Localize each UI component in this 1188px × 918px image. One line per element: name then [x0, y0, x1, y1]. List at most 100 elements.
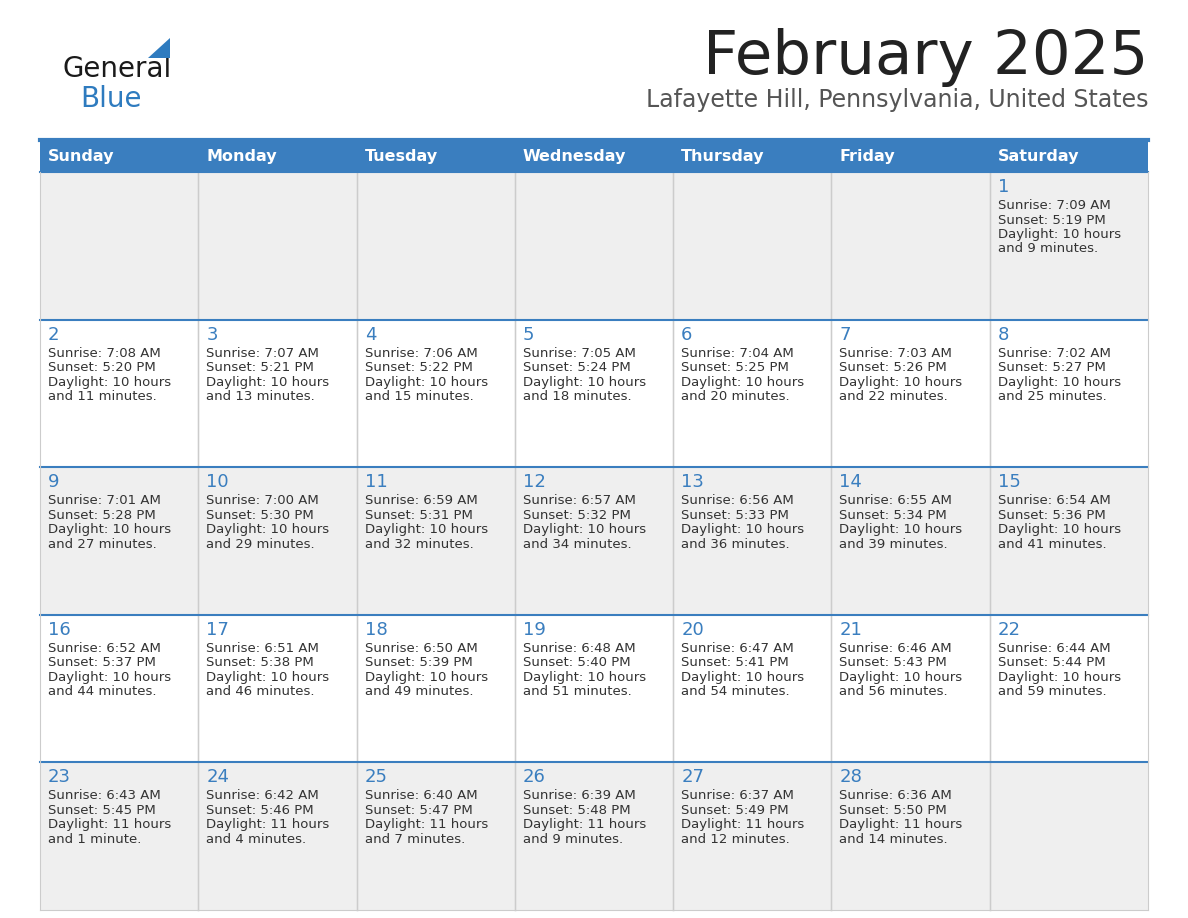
Text: and 36 minutes.: and 36 minutes. [681, 538, 790, 551]
Text: February 2025: February 2025 [702, 28, 1148, 87]
Text: Tuesday: Tuesday [365, 149, 437, 163]
Text: and 4 minutes.: and 4 minutes. [207, 833, 307, 845]
Text: Daylight: 10 hours: Daylight: 10 hours [840, 671, 962, 684]
Text: 11: 11 [365, 473, 387, 491]
Text: and 12 minutes.: and 12 minutes. [681, 833, 790, 845]
Text: and 13 minutes.: and 13 minutes. [207, 390, 315, 403]
Text: Sunset: 5:30 PM: Sunset: 5:30 PM [207, 509, 314, 521]
Text: Daylight: 10 hours: Daylight: 10 hours [207, 671, 329, 684]
Text: Sunset: 5:33 PM: Sunset: 5:33 PM [681, 509, 789, 521]
Text: 20: 20 [681, 621, 704, 639]
Text: Blue: Blue [80, 85, 141, 113]
Text: Sunset: 5:31 PM: Sunset: 5:31 PM [365, 509, 473, 521]
Text: Daylight: 10 hours: Daylight: 10 hours [48, 523, 171, 536]
Text: Sunrise: 6:55 AM: Sunrise: 6:55 AM [840, 494, 953, 508]
Text: and 32 minutes.: and 32 minutes. [365, 538, 473, 551]
Text: and 51 minutes.: and 51 minutes. [523, 686, 632, 699]
Text: Sunset: 5:45 PM: Sunset: 5:45 PM [48, 804, 156, 817]
Text: and 25 minutes.: and 25 minutes. [998, 390, 1106, 403]
Text: Sunrise: 7:09 AM: Sunrise: 7:09 AM [998, 199, 1111, 212]
Text: Sunset: 5:38 PM: Sunset: 5:38 PM [207, 656, 314, 669]
Text: 25: 25 [365, 768, 387, 787]
Text: Sunrise: 7:01 AM: Sunrise: 7:01 AM [48, 494, 160, 508]
Text: 2: 2 [48, 326, 59, 343]
Bar [832, 140, 990, 172]
Text: Sunrise: 6:46 AM: Sunrise: 6:46 AM [840, 642, 952, 655]
Bar [40, 140, 198, 172]
Text: Daylight: 10 hours: Daylight: 10 hours [523, 375, 646, 388]
Text: and 7 minutes.: and 7 minutes. [365, 833, 465, 845]
Text: Daylight: 10 hours: Daylight: 10 hours [998, 671, 1120, 684]
Text: Sunrise: 6:54 AM: Sunrise: 6:54 AM [998, 494, 1111, 508]
Text: Sunrise: 7:06 AM: Sunrise: 7:06 AM [365, 347, 478, 360]
Text: Daylight: 10 hours: Daylight: 10 hours [207, 523, 329, 536]
Text: Sunset: 5:21 PM: Sunset: 5:21 PM [207, 361, 314, 375]
Text: 10: 10 [207, 473, 229, 491]
Text: Saturday: Saturday [998, 149, 1079, 163]
Text: Sunset: 5:41 PM: Sunset: 5:41 PM [681, 656, 789, 669]
Text: Sunrise: 7:07 AM: Sunrise: 7:07 AM [207, 347, 320, 360]
Text: Daylight: 10 hours: Daylight: 10 hours [523, 671, 646, 684]
Bar [40, 763, 1148, 910]
Text: Sunset: 5:27 PM: Sunset: 5:27 PM [998, 361, 1106, 375]
Text: Daylight: 11 hours: Daylight: 11 hours [681, 819, 804, 832]
Text: Sunrise: 6:40 AM: Sunrise: 6:40 AM [365, 789, 478, 802]
Text: Sunrise: 6:48 AM: Sunrise: 6:48 AM [523, 642, 636, 655]
Bar [40, 467, 1148, 615]
Text: Sunset: 5:28 PM: Sunset: 5:28 PM [48, 509, 156, 521]
Text: Sunset: 5:37 PM: Sunset: 5:37 PM [48, 656, 156, 669]
Text: Sunrise: 6:37 AM: Sunrise: 6:37 AM [681, 789, 794, 802]
Bar [40, 615, 1148, 763]
Text: Sunrise: 6:59 AM: Sunrise: 6:59 AM [365, 494, 478, 508]
Text: Friday: Friday [840, 149, 895, 163]
Text: 23: 23 [48, 768, 71, 787]
Text: Daylight: 10 hours: Daylight: 10 hours [365, 375, 488, 388]
Text: Daylight: 10 hours: Daylight: 10 hours [365, 523, 488, 536]
Text: 24: 24 [207, 768, 229, 787]
Text: Sunset: 5:26 PM: Sunset: 5:26 PM [840, 361, 947, 375]
Text: Sunrise: 6:50 AM: Sunrise: 6:50 AM [365, 642, 478, 655]
Text: 26: 26 [523, 768, 545, 787]
Text: Daylight: 10 hours: Daylight: 10 hours [998, 228, 1120, 241]
Text: Sunday: Sunday [48, 149, 114, 163]
Text: Sunrise: 6:44 AM: Sunrise: 6:44 AM [998, 642, 1111, 655]
Text: Sunset: 5:50 PM: Sunset: 5:50 PM [840, 804, 947, 817]
Bar [40, 172, 1148, 319]
Text: General: General [62, 55, 171, 83]
Text: and 1 minute.: and 1 minute. [48, 833, 141, 845]
Text: Daylight: 10 hours: Daylight: 10 hours [840, 375, 962, 388]
Text: Daylight: 10 hours: Daylight: 10 hours [840, 523, 962, 536]
Text: 8: 8 [998, 326, 1009, 343]
Text: Sunset: 5:46 PM: Sunset: 5:46 PM [207, 804, 314, 817]
Polygon shape [148, 38, 170, 58]
Text: Daylight: 11 hours: Daylight: 11 hours [48, 819, 171, 832]
Text: Sunset: 5:22 PM: Sunset: 5:22 PM [365, 361, 473, 375]
Text: 16: 16 [48, 621, 71, 639]
Text: 3: 3 [207, 326, 217, 343]
Text: Sunset: 5:25 PM: Sunset: 5:25 PM [681, 361, 789, 375]
Text: Sunrise: 7:08 AM: Sunrise: 7:08 AM [48, 347, 160, 360]
Text: Sunrise: 7:00 AM: Sunrise: 7:00 AM [207, 494, 320, 508]
Bar [356, 140, 514, 172]
Text: and 59 minutes.: and 59 minutes. [998, 686, 1106, 699]
Text: and 14 minutes.: and 14 minutes. [840, 833, 948, 845]
Text: Sunset: 5:39 PM: Sunset: 5:39 PM [365, 656, 473, 669]
Text: Daylight: 10 hours: Daylight: 10 hours [681, 671, 804, 684]
Text: and 29 minutes.: and 29 minutes. [207, 538, 315, 551]
Text: Sunrise: 7:02 AM: Sunrise: 7:02 AM [998, 347, 1111, 360]
Text: Sunset: 5:40 PM: Sunset: 5:40 PM [523, 656, 631, 669]
Text: and 11 minutes.: and 11 minutes. [48, 390, 157, 403]
Text: 18: 18 [365, 621, 387, 639]
Text: and 20 minutes.: and 20 minutes. [681, 390, 790, 403]
Text: Daylight: 11 hours: Daylight: 11 hours [523, 819, 646, 832]
Text: Daylight: 10 hours: Daylight: 10 hours [48, 375, 171, 388]
Text: Daylight: 10 hours: Daylight: 10 hours [681, 375, 804, 388]
Text: Sunrise: 6:47 AM: Sunrise: 6:47 AM [681, 642, 794, 655]
Text: Sunset: 5:36 PM: Sunset: 5:36 PM [998, 509, 1106, 521]
Text: Sunrise: 6:56 AM: Sunrise: 6:56 AM [681, 494, 794, 508]
Text: and 27 minutes.: and 27 minutes. [48, 538, 157, 551]
Text: Daylight: 10 hours: Daylight: 10 hours [998, 375, 1120, 388]
Text: and 39 minutes.: and 39 minutes. [840, 538, 948, 551]
Text: 5: 5 [523, 326, 535, 343]
Text: Sunrise: 6:52 AM: Sunrise: 6:52 AM [48, 642, 160, 655]
